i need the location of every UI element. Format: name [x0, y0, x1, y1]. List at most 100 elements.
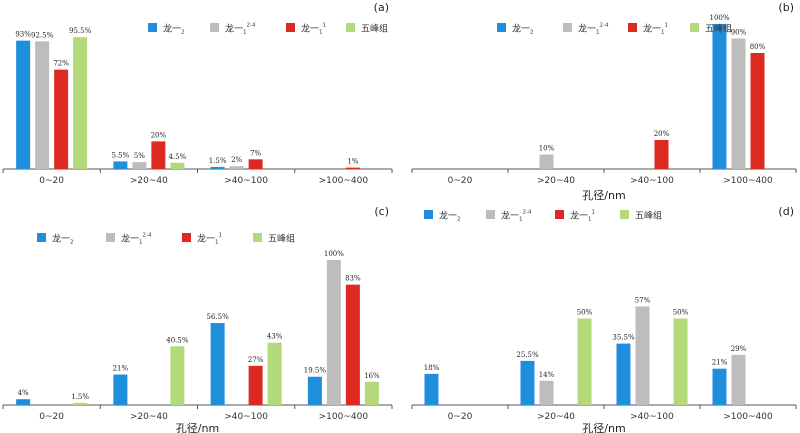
bar: [132, 162, 147, 169]
chart-panel: 0~20 10% >20~40 20% >40~100 100%90%80% >100~40…: [411, 1, 797, 202]
bar: [750, 53, 765, 169]
data-label: 1%: [347, 158, 358, 166]
bar: [229, 166, 244, 169]
legend-swatch: [286, 23, 295, 32]
legend-label: 龙一12-4: [225, 23, 256, 36]
bar: [73, 37, 88, 170]
legend: 龙一2 龙一12-4 龙一11 五峰组: [424, 210, 662, 223]
x-axis-title: 孔径/nm: [582, 422, 625, 433]
legend-label: 五峰组: [361, 23, 388, 35]
legend-swatch: [620, 210, 629, 219]
bar: [345, 284, 360, 405]
x-tick-label: 0~20: [39, 176, 64, 186]
bar: [113, 161, 128, 169]
legend-label: 龙一11: [197, 233, 222, 246]
panel-tag: (b): [778, 1, 794, 14]
legend-swatch: [148, 23, 157, 32]
bar: [267, 342, 282, 405]
data-label: 100%: [709, 14, 729, 22]
data-label: 5.5%: [111, 151, 129, 159]
data-label: 56.5%: [207, 313, 230, 321]
data-label: 1.5%: [209, 157, 227, 165]
x-tick-label: >40~100: [630, 176, 674, 186]
data-label: 57%: [635, 296, 651, 304]
data-label: 43%: [267, 333, 283, 341]
legend: 龙一2 龙一12-4 龙一11 五峰组: [37, 233, 295, 246]
bar: [326, 260, 341, 405]
data-label: 16%: [364, 372, 380, 380]
bar: [345, 167, 360, 169]
data-label: 4%: [18, 389, 29, 397]
legend-label: 五峰组: [635, 210, 662, 222]
x-tick-label: 0~20: [448, 176, 473, 186]
bar: [54, 69, 69, 169]
bar: [113, 374, 128, 405]
panel-tag: (c): [374, 205, 389, 218]
legend-label: 龙一2: [52, 233, 74, 246]
legend-label: 龙一2: [512, 23, 534, 36]
bar: [170, 346, 185, 405]
bar: [673, 318, 688, 405]
legend-swatch: [253, 233, 262, 242]
legend: 龙一2 龙一12-4 龙一11 五峰组: [148, 23, 388, 36]
data-label: 1.5%: [71, 393, 89, 401]
legend-label: 龙一12-4: [578, 23, 609, 36]
data-label: 19.5%: [304, 367, 327, 375]
x-tick-label: >40~100: [630, 412, 674, 422]
bar: [210, 166, 225, 169]
data-label: 14%: [539, 371, 555, 379]
data-label: 20%: [151, 131, 167, 139]
data-label: 7%: [250, 149, 261, 157]
bar: [364, 381, 379, 405]
bar: [16, 399, 31, 405]
legend-swatch: [37, 233, 46, 242]
data-label: 29%: [731, 345, 747, 353]
data-label: 20%: [654, 130, 670, 138]
legend-label: 龙一11: [570, 210, 595, 223]
legend-label: 龙一12-4: [501, 210, 532, 223]
data-label: 27%: [248, 356, 264, 364]
x-tick-label: >40~100: [224, 176, 268, 186]
x-tick-label: >100~400: [723, 176, 773, 186]
x-tick-label: 0~20: [39, 412, 64, 422]
data-label: 21%: [712, 359, 728, 367]
data-label: 83%: [345, 275, 361, 283]
data-label: 5%: [134, 152, 145, 160]
bar: [151, 141, 166, 169]
panel-tag: (d): [778, 205, 794, 218]
bar: [731, 354, 746, 405]
legend-swatch: [486, 210, 495, 219]
bar: [35, 41, 50, 169]
x-tick-label: >20~40: [130, 412, 168, 422]
legend-label: 龙一11: [301, 23, 326, 36]
bar: [539, 154, 554, 169]
data-label: 21%: [113, 365, 129, 373]
chart-panel: 93% 92.5% 72% 95.5% 0~20 5.5% 5% 20% 4.5% >20~40 1…: [2, 1, 393, 186]
data-label: 40.5%: [166, 336, 189, 344]
x-tick-label: >20~40: [130, 176, 168, 186]
x-tick-label: >20~40: [537, 412, 575, 422]
data-label: 4.5%: [168, 153, 186, 161]
data-label: 95.5%: [69, 27, 92, 35]
x-tick-label: >40~100: [224, 412, 268, 422]
data-label: 100%: [324, 250, 344, 258]
bar: [16, 40, 31, 169]
data-label: 50%: [673, 309, 689, 317]
bar: [248, 365, 263, 405]
bar: [635, 306, 650, 405]
data-label: 50%: [577, 309, 593, 317]
legend-swatch: [106, 233, 115, 242]
legend-label: 五峰组: [268, 233, 295, 245]
bar: [248, 159, 263, 169]
chart-panel: 18% 0~20 25.5% 14% 50% >20~40 35.5% 57% 50% >40~1…: [411, 205, 797, 433]
data-label: 18%: [424, 364, 440, 372]
x-axis-title: 孔径/nm: [582, 189, 625, 202]
chart-panel: 4% 1.5% 0~20 21% 40.5% >20~40 56.5% 27% 43% >40~1…: [2, 205, 393, 433]
legend-swatch: [346, 23, 355, 32]
legend-swatch: [690, 23, 699, 32]
legend-swatch: [210, 23, 219, 32]
legend-swatch: [563, 23, 572, 32]
bar: [577, 318, 592, 405]
x-tick-label: 0~20: [448, 412, 473, 422]
